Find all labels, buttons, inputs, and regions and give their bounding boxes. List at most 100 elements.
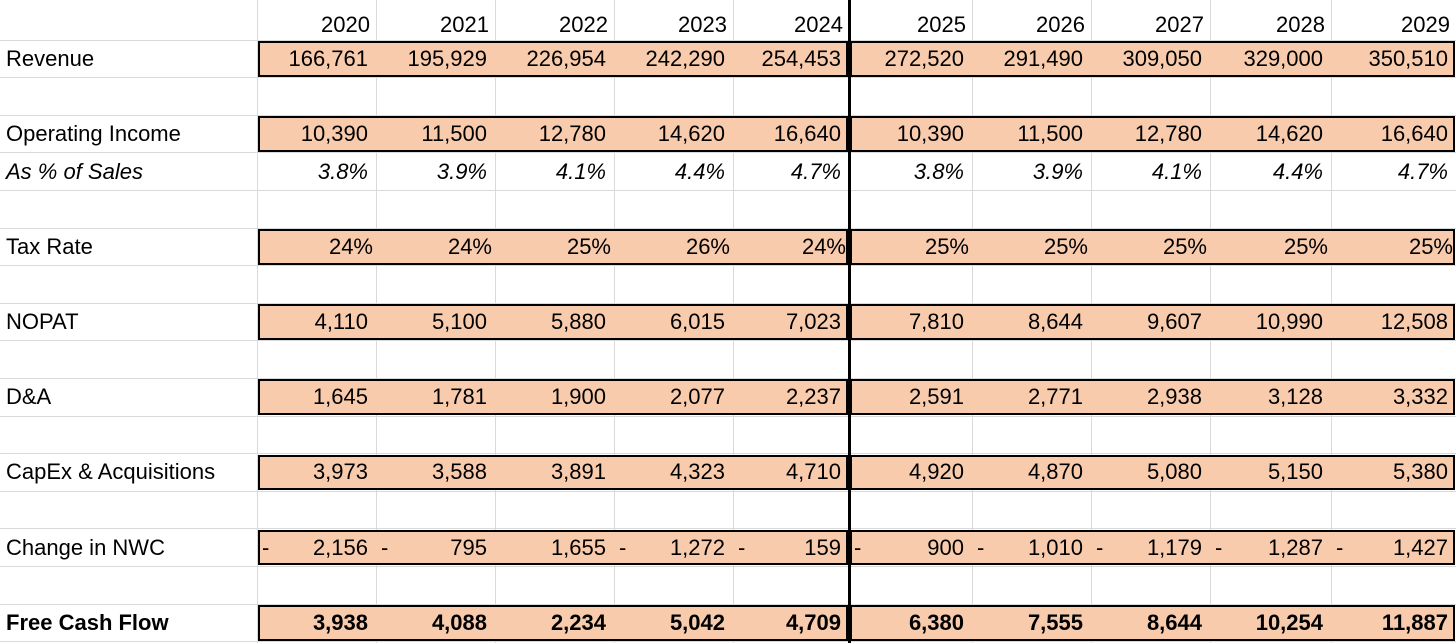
cell-nwc-2021[interactable]: - 795 xyxy=(376,529,495,567)
row-label-blank6[interactable] xyxy=(0,491,257,529)
cell-operating_income-2022[interactable]: 12,780 xyxy=(495,115,614,153)
year-header-2021[interactable]: 2021 xyxy=(440,12,489,37)
cell-revenue-2021[interactable]: 195,929 xyxy=(376,40,495,78)
cell-revenue-2022[interactable]: 226,954 xyxy=(495,40,614,78)
cell-capex-2025[interactable]: 4,920 xyxy=(849,454,972,492)
cell-capex-2026[interactable]: 4,870 xyxy=(972,454,1091,492)
row-label-revenue[interactable]: Revenue xyxy=(6,45,95,71)
cell-nwc-2025[interactable]: - 900 xyxy=(849,529,972,567)
cell-pct_sales-2025[interactable]: 3.8% xyxy=(849,153,972,191)
row-label-blank7[interactable] xyxy=(0,566,257,604)
cell-operating_income-2024[interactable]: 16,640 xyxy=(733,115,849,153)
row-label-pct_sales[interactable]: As % of Sales xyxy=(6,158,143,184)
cell-fcf-2023[interactable]: 5,042 xyxy=(614,604,733,642)
cell-fcf-2029[interactable]: 11,887 xyxy=(1331,604,1456,642)
year-header-2025[interactable]: 2025 xyxy=(917,12,966,37)
cell-revenue-2028[interactable]: 329,000 xyxy=(1210,40,1331,78)
cell-revenue-2023[interactable]: 242,290 xyxy=(614,40,733,78)
row-label-capex[interactable]: CapEx & Acquisitions xyxy=(6,459,216,485)
cell-nopat-2027[interactable]: 9,607 xyxy=(1091,303,1210,341)
row-label-blank1[interactable] xyxy=(0,78,257,116)
row-label-nwc[interactable]: Change in NWC xyxy=(6,534,165,560)
cell-tax_rate-2029[interactable]: 25% xyxy=(1331,228,1456,266)
row-label-blank2[interactable] xyxy=(0,190,257,228)
cell-capex-2027[interactable]: 5,080 xyxy=(1091,454,1210,492)
cell-revenue-2026[interactable]: 291,490 xyxy=(972,40,1091,78)
year-header-2020[interactable]: 2020 xyxy=(321,12,370,37)
cell-da-2026[interactable]: 2,771 xyxy=(972,378,1091,416)
cell-revenue-2020[interactable]: 166,761 xyxy=(257,40,376,78)
cell-pct_sales-2027[interactable]: 4.1% xyxy=(1091,153,1210,191)
cell-fcf-2021[interactable]: 4,088 xyxy=(376,604,495,642)
year-header-2024[interactable]: 2024 xyxy=(794,12,843,37)
row-label-tax_rate[interactable]: Tax Rate xyxy=(6,233,93,259)
cell-fcf-2024[interactable]: 4,709 xyxy=(733,604,849,642)
cell-nopat-2020[interactable]: 4,110 xyxy=(257,303,376,341)
cell-tax_rate-2022[interactable]: 25% xyxy=(495,228,614,266)
cell-nwc-2024[interactable]: - 159 xyxy=(733,529,849,567)
cell-tax_rate-2026[interactable]: 25% xyxy=(972,228,1091,266)
cell-tax_rate-2020[interactable]: 24% xyxy=(257,228,376,266)
cell-tax_rate-2024[interactable]: 24% xyxy=(733,228,849,266)
row-label-nopat[interactable]: NOPAT xyxy=(6,308,79,334)
cell-capex-2029[interactable]: 5,380 xyxy=(1331,454,1456,492)
cell-da-2024[interactable]: 2,237 xyxy=(733,378,849,416)
cell-operating_income-2029[interactable]: 16,640 xyxy=(1331,115,1456,153)
cell-nopat-2025[interactable]: 7,810 xyxy=(849,303,972,341)
year-header-2023[interactable]: 2023 xyxy=(678,12,727,37)
cell-tax_rate-2028[interactable]: 25% xyxy=(1210,228,1331,266)
cell-tax_rate-2027[interactable]: 25% xyxy=(1091,228,1210,266)
cell-pct_sales-2022[interactable]: 4.1% xyxy=(495,153,614,191)
cell-nopat-2023[interactable]: 6,015 xyxy=(614,303,733,341)
cell-operating_income-2026[interactable]: 11,500 xyxy=(972,115,1091,153)
cell-fcf-2022[interactable]: 2,234 xyxy=(495,604,614,642)
cell-nwc-2023[interactable]: - 1,272 xyxy=(614,529,733,567)
cell-operating_income-2028[interactable]: 14,620 xyxy=(1210,115,1331,153)
cell-revenue-2024[interactable]: 254,453 xyxy=(733,40,849,78)
cell-nopat-2026[interactable]: 8,644 xyxy=(972,303,1091,341)
cell-capex-2023[interactable]: 4,323 xyxy=(614,454,733,492)
row-label-operating_income[interactable]: Operating Income xyxy=(6,120,181,146)
cell-nwc-2029[interactable]: - 1,427 xyxy=(1331,529,1456,567)
cell-da-2021[interactable]: 1,781 xyxy=(376,378,495,416)
cell-nwc-2020[interactable]: - 2,156 xyxy=(257,529,376,567)
cell-operating_income-2020[interactable]: 10,390 xyxy=(257,115,376,153)
cell-capex-2020[interactable]: 3,973 xyxy=(257,454,376,492)
cell-pct_sales-2029[interactable]: 4.7% xyxy=(1331,153,1456,191)
cell-pct_sales-2028[interactable]: 4.4% xyxy=(1210,153,1331,191)
row-label-fcf[interactable]: Free Cash Flow xyxy=(6,609,169,635)
cell-pct_sales-2024[interactable]: 4.7% xyxy=(733,153,849,191)
cell-fcf-2020[interactable]: 3,938 xyxy=(257,604,376,642)
cell-revenue-2025[interactable]: 272,520 xyxy=(849,40,972,78)
cell-nopat-2021[interactable]: 5,100 xyxy=(376,303,495,341)
cell-da-2029[interactable]: 3,332 xyxy=(1331,378,1456,416)
cell-tax_rate-2021[interactable]: 24% xyxy=(376,228,495,266)
cell-nwc-2026[interactable]: - 1,010 xyxy=(972,529,1091,567)
row-label-blank5[interactable] xyxy=(0,416,257,454)
cell-tax_rate-2025[interactable]: 25% xyxy=(849,228,972,266)
cell-operating_income-2021[interactable]: 11,500 xyxy=(376,115,495,153)
cell-nopat-2028[interactable]: 10,990 xyxy=(1210,303,1331,341)
cell-capex-2021[interactable]: 3,588 xyxy=(376,454,495,492)
cell-capex-2024[interactable]: 4,710 xyxy=(733,454,849,492)
cell-nwc-2028[interactable]: - 1,287 xyxy=(1210,529,1331,567)
cell-nwc-2022[interactable]: 1,655 xyxy=(495,529,614,567)
cell-fcf-2027[interactable]: 8,644 xyxy=(1091,604,1210,642)
cell-pct_sales-2023[interactable]: 4.4% xyxy=(614,153,733,191)
cell-fcf-2028[interactable]: 10,254 xyxy=(1210,604,1331,642)
year-header-2022[interactable]: 2022 xyxy=(559,12,608,37)
cell-da-2023[interactable]: 2,077 xyxy=(614,378,733,416)
cell-pct_sales-2020[interactable]: 3.8% xyxy=(257,153,376,191)
cell-nopat-2029[interactable]: 12,508 xyxy=(1331,303,1456,341)
cell-da-2028[interactable]: 3,128 xyxy=(1210,378,1331,416)
cell-revenue-2027[interactable]: 309,050 xyxy=(1091,40,1210,78)
cell-nopat-2022[interactable]: 5,880 xyxy=(495,303,614,341)
cell-revenue-2029[interactable]: 350,510 xyxy=(1331,40,1456,78)
cell-tax_rate-2023[interactable]: 26% xyxy=(614,228,733,266)
year-header-2029[interactable]: 2029 xyxy=(1401,12,1450,37)
cell-da-2027[interactable]: 2,938 xyxy=(1091,378,1210,416)
row-label-blank4[interactable] xyxy=(0,341,257,379)
cell-capex-2022[interactable]: 3,891 xyxy=(495,454,614,492)
cell-pct_sales-2021[interactable]: 3.9% xyxy=(376,153,495,191)
cell-da-2020[interactable]: 1,645 xyxy=(257,378,376,416)
